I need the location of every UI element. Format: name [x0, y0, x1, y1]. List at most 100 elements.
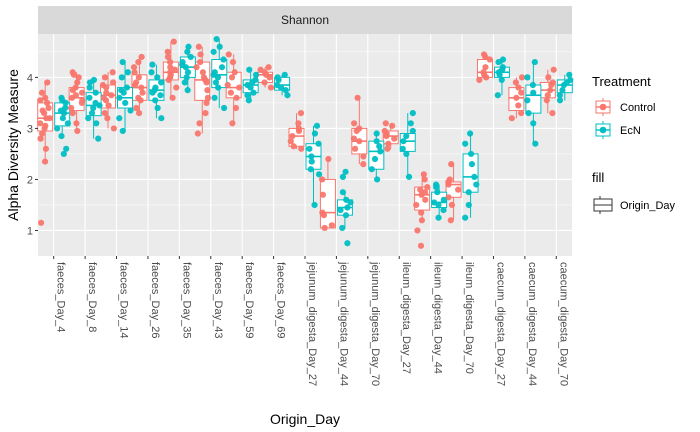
point-ecn: [409, 127, 416, 135]
point-ecn: [122, 99, 129, 106]
y-tick-label: 3: [27, 123, 33, 135]
point-control: [138, 53, 145, 61]
point-ecn: [92, 89, 99, 96]
point-control: [196, 120, 203, 127]
point-ecn: [212, 79, 220, 86]
point-ecn: [494, 92, 501, 99]
legend-fill-key: [593, 196, 613, 214]
point-ecn: [184, 69, 192, 76]
point-ecn: [371, 155, 379, 163]
x-tick-label: ileum_digesta_Day_70: [463, 262, 475, 374]
point-control: [73, 120, 80, 127]
point-ecn: [245, 97, 252, 104]
point-control: [69, 110, 76, 117]
point-ecn: [244, 92, 251, 99]
facet-strip: [38, 6, 572, 34]
point-control: [543, 97, 550, 104]
point-control: [75, 74, 82, 81]
point-control: [550, 66, 557, 73]
point-control: [43, 99, 51, 106]
x-tick-label: caecum_digesta_Day_27: [494, 262, 506, 386]
point-control: [72, 92, 80, 99]
point-ecn: [92, 99, 99, 106]
y-tick-label: 1: [27, 225, 33, 237]
point-control: [229, 58, 237, 66]
point-ecn: [468, 161, 476, 168]
point-control: [350, 135, 358, 142]
point-ecn: [400, 138, 407, 145]
point-control: [545, 74, 552, 81]
point-control: [319, 191, 326, 198]
point-control: [418, 209, 425, 216]
point-control: [133, 104, 140, 112]
point-ecn: [86, 84, 93, 91]
point-ecn: [60, 150, 67, 158]
point-control: [135, 94, 142, 101]
point-control: [74, 127, 81, 135]
point-control: [350, 120, 358, 127]
point-control: [232, 104, 240, 112]
point-control: [204, 87, 211, 94]
legend-fill-label: Origin_Day: [620, 200, 676, 212]
point-ecn: [152, 97, 159, 104]
point-ecn: [524, 97, 531, 104]
point-ecn: [246, 66, 253, 73]
legend-fill-title: fill: [592, 170, 604, 185]
x-tick-label: faeces_Day_14: [118, 262, 130, 338]
point-ecn: [440, 196, 447, 203]
point-control: [447, 217, 454, 224]
point-ecn: [530, 120, 537, 127]
x-tick-label: caecum_digesta_Day_70: [557, 262, 569, 386]
point-control: [39, 107, 46, 114]
point-control: [513, 94, 520, 101]
point-control: [267, 84, 275, 91]
point-ecn: [524, 74, 531, 81]
y-tick-label: 2: [27, 174, 33, 186]
point-ecn: [399, 145, 406, 152]
point-control: [39, 130, 46, 137]
point-ecn: [154, 104, 161, 112]
x-tick-label: faeces_Day_59: [243, 262, 255, 338]
point-ecn: [339, 189, 347, 196]
point-ecn: [85, 115, 92, 122]
point-control: [417, 186, 424, 193]
point-control: [104, 115, 111, 122]
point-control: [164, 53, 172, 61]
point-ecn: [465, 189, 472, 196]
point-ecn: [407, 120, 414, 127]
point-control: [549, 110, 556, 117]
point-ecn: [124, 69, 132, 76]
point-control: [356, 125, 363, 132]
legend-item-ecn: EcN: [595, 121, 641, 139]
point-control: [547, 87, 554, 94]
point-control: [351, 145, 359, 152]
legend-fill: fill Origin_Day: [592, 170, 676, 214]
point-control: [193, 64, 200, 71]
point-control: [171, 66, 179, 73]
point-control: [164, 48, 171, 55]
point-ecn: [308, 153, 315, 160]
legend-title: Treatment: [592, 74, 651, 89]
point-ecn: [440, 206, 447, 214]
legend-items: Control EcN: [595, 98, 655, 139]
x-tick-label: jejunum_digesta_Day_70: [369, 261, 381, 386]
point-control: [43, 115, 50, 122]
point-control: [486, 56, 493, 63]
point-ecn: [337, 206, 344, 214]
x-tick-label: faeces_Day_26: [149, 262, 161, 338]
point-ecn: [531, 58, 538, 66]
point-control: [480, 51, 488, 58]
point-ecn: [405, 173, 413, 180]
point-ecn: [462, 214, 469, 221]
point-ecn: [529, 81, 536, 89]
point-ecn: [88, 110, 96, 117]
point-control: [385, 140, 392, 147]
point-control: [135, 58, 142, 66]
point-control: [236, 84, 243, 91]
point-ecn: [184, 48, 191, 55]
point-control: [422, 196, 429, 203]
point-control: [382, 120, 389, 127]
point-ecn: [499, 56, 507, 63]
point-control: [224, 81, 231, 89]
point-control: [233, 94, 240, 101]
